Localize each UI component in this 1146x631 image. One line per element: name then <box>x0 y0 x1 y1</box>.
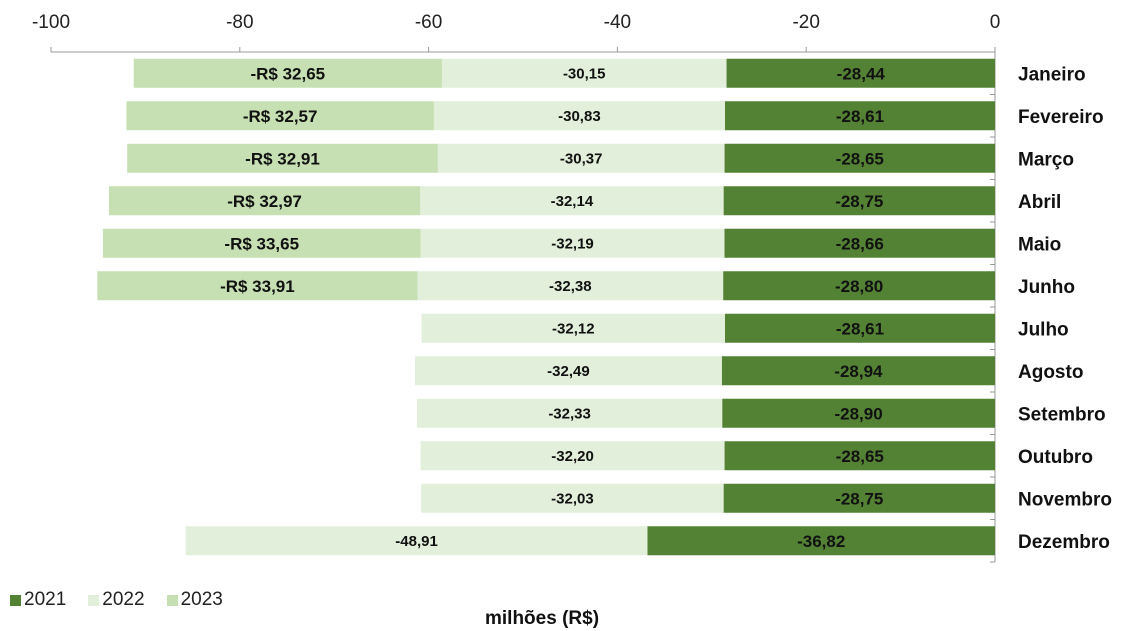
data-label: -32,33 <box>548 406 591 423</box>
bar-2021 <box>726 58 995 88</box>
data-label: -32,14 <box>551 193 594 210</box>
data-label: -30,83 <box>558 108 601 125</box>
legend-item-2021: 2021 <box>10 589 66 611</box>
bar-2021 <box>724 313 995 343</box>
bar-2021 <box>723 483 995 513</box>
bar-2022 <box>415 356 722 386</box>
data-label: -32,19 <box>551 236 594 253</box>
bar-2021 <box>724 143 995 173</box>
bar-2022 <box>433 101 725 131</box>
bar-2021 <box>722 398 995 428</box>
category-label: Novembro <box>1018 489 1112 510</box>
legend-swatch-2022 <box>88 594 100 606</box>
bar-2022 <box>185 526 648 556</box>
x-tick-label: -40 <box>604 12 631 33</box>
data-label: -28,80 <box>835 277 883 296</box>
bar-2023 <box>108 186 421 216</box>
category-label: Outubro <box>1018 447 1093 468</box>
legend-label-2022: 2022 <box>102 589 145 610</box>
bar-2021 <box>723 271 995 301</box>
data-label: -48,91 <box>395 533 438 550</box>
bar-2023 <box>133 58 442 88</box>
data-label: -28,65 <box>836 447 884 466</box>
data-label: -36,82 <box>797 532 845 551</box>
data-label: -R$ 32,91 <box>245 149 320 168</box>
legend-swatch-2023 <box>166 594 178 606</box>
data-label: -28,44 <box>837 64 886 83</box>
bar-2023 <box>102 228 421 258</box>
bar-2021 <box>721 356 995 386</box>
data-label: -28,90 <box>834 404 882 423</box>
data-label: -R$ 33,65 <box>224 234 299 253</box>
data-label: -28,75 <box>835 489 883 508</box>
data-label: -R$ 32,97 <box>227 192 302 211</box>
data-label: -R$ 32,57 <box>243 107 318 126</box>
data-label: -32,49 <box>547 363 590 380</box>
legend: 2021 2022 2023 <box>10 588 223 612</box>
bar-2022 <box>420 441 725 471</box>
bar-2022 <box>416 398 723 428</box>
stacked-bar-chart: -100 -80 -60 -40 -20 0 -28,44 -30,15 -R$ 32,65 Ja… <box>32 12 1112 563</box>
category-label: Junho <box>1018 277 1075 298</box>
x-axis-title: milhões (R$) <box>485 608 600 629</box>
data-label: -30,37 <box>560 151 603 168</box>
category-label: Abril <box>1018 192 1061 213</box>
bar-2023 <box>127 143 438 173</box>
x-tick-label: -80 <box>226 12 253 33</box>
bar-2022 <box>441 58 727 88</box>
bar-2022 <box>437 143 725 173</box>
data-label: -32,20 <box>551 448 594 465</box>
data-label: -30,15 <box>563 66 606 83</box>
category-label: Dezembro <box>1018 532 1110 553</box>
data-label: -32,03 <box>551 491 594 508</box>
legend-label-2023: 2023 <box>180 589 223 610</box>
legend-item-2023: 2023 <box>166 589 223 611</box>
data-label: -32,38 <box>549 278 592 295</box>
bar-2022 <box>421 483 724 513</box>
legend-label-2021: 2021 <box>24 589 67 610</box>
bar-2021 <box>723 186 995 216</box>
category-label: Agosto <box>1018 362 1083 383</box>
x-tick-label: -60 <box>415 12 442 33</box>
category-label: Janeiro <box>1018 64 1086 85</box>
data-label: -32,12 <box>552 321 595 338</box>
x-tick-label: 0 <box>990 12 1001 33</box>
x-tick-label: -20 <box>792 12 819 33</box>
category-label: Fevereiro <box>1018 107 1104 128</box>
x-tick-label: -100 <box>32 12 70 33</box>
data-label: -R$ 33,91 <box>220 277 295 296</box>
category-label: Setembro <box>1018 404 1106 425</box>
bar-2021 <box>724 228 995 258</box>
legend-swatch-2021 <box>10 594 21 606</box>
bar-2022 <box>421 313 725 343</box>
data-label: -28,61 <box>836 107 884 126</box>
data-label: -28,65 <box>836 149 884 168</box>
bar-2023 <box>126 101 434 131</box>
bar-2022 <box>417 271 724 301</box>
bar-2021 <box>647 526 995 556</box>
data-label: -28,66 <box>836 234 884 253</box>
data-label: -R$ 32,65 <box>250 64 325 83</box>
bar-2021 <box>724 101 995 131</box>
data-label: -28,61 <box>836 319 884 338</box>
category-label: Julho <box>1018 319 1069 340</box>
legend-item-2022: 2022 <box>88 589 145 611</box>
bar-2022 <box>420 228 725 258</box>
bar-2021 <box>724 441 995 471</box>
data-label: -28,75 <box>835 192 883 211</box>
category-label: Março <box>1018 149 1074 170</box>
bar-2022 <box>420 186 724 216</box>
data-label: -28,94 <box>834 362 883 381</box>
bar-2023 <box>97 271 418 301</box>
category-label: Maio <box>1018 234 1061 255</box>
